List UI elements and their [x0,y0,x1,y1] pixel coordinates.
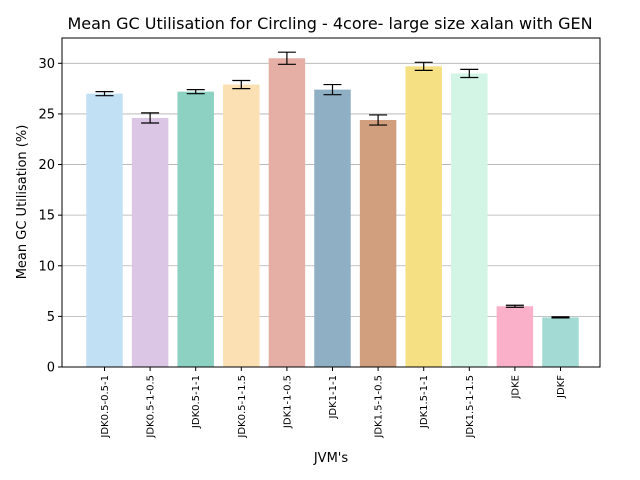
y-tick-label-6: 30 [38,57,55,72]
error-bar-0 [95,91,114,97]
y-tick-label-5: 25 [38,107,55,122]
x-tick-label-9: JDKE [510,375,521,400]
x-tick-label-0: JDK0.5-0.5-1 [100,375,111,439]
bar-5 [314,89,351,368]
bar-10 [542,317,579,367]
error-bar-8 [460,68,479,79]
error-bar-10 [551,316,570,319]
y-axis-label: Mean GC Utilisation (%) [15,125,30,280]
x-tick-label-3: JDK0.5-1-1.5 [237,375,248,439]
error-bars [95,51,570,319]
x-tick-label-8: JDK1.5-1-1.5 [465,375,476,439]
bar-8 [451,73,488,367]
y-tick-label-1: 5 [47,310,55,325]
bar-1 [131,117,169,367]
error-bar-4 [277,51,296,65]
x-axis-label: JVM's [313,451,349,466]
y-tick-label-3: 15 [38,209,55,224]
error-bar-6 [369,114,388,126]
error-bar-3 [232,79,251,90]
bars [86,58,579,368]
error-bar-1 [141,112,160,124]
error-bar-5 [323,83,342,96]
x-tick-label-10: JDKF [556,375,567,399]
y-tick-label-4: 20 [38,158,55,173]
x-axis-ticks: JDK0.5-0.5-1 JDK0.5-1-0.5 JDK0.5-1-1 JDK0.5… [100,367,567,439]
x-tick-label-6: JDK1.5-1-0.5 [374,375,385,439]
y-tick-label-0: 0 [47,361,55,376]
y-axis-ticks: 0 5 10 15 20 25 30 [38,57,62,376]
plot-frame [61,37,601,368]
x-tick-label-5: JDK1-1-1 [328,375,339,420]
x-tick-label-4: JDK1-1-0.5 [282,375,293,429]
chart-title: Mean GC Utilisation for Circling - 4core… [67,14,592,33]
y-tick-label-2: 10 [38,259,55,274]
x-tick-label-2: JDK0.5-1-1 [191,375,202,429]
bar-6 [359,119,397,368]
bar-3 [223,84,260,367]
bar-9 [496,306,534,367]
x-tick-label-1: JDK0.5-1-0.5 [146,375,157,439]
bar-0 [86,93,123,367]
bar-2 [177,91,214,367]
bar-7 [405,66,442,368]
bar-4 [268,58,306,367]
error-bar-9 [505,304,524,308]
error-bar-2 [186,89,205,95]
error-bar-7 [414,61,433,71]
x-tick-label-7: JDK1.5-1-1 [419,375,430,429]
